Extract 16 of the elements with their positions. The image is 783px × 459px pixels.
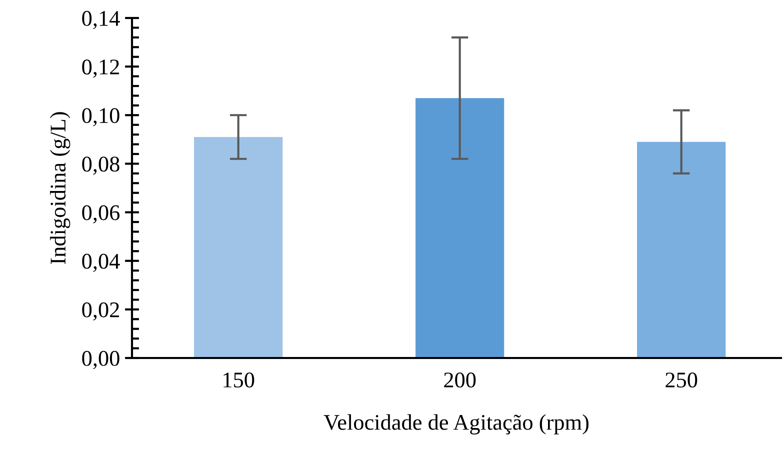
- bar: [194, 137, 283, 358]
- y-tick-label: 0,06: [82, 205, 120, 224]
- y-tick-label: 0,12: [82, 60, 119, 78]
- y-tick-label: 0,10: [82, 108, 120, 126]
- y-tick-label: 0,02: [82, 302, 119, 321]
- y-tick-label: 0,00: [82, 350, 120, 370]
- x-tick-label: 250: [666, 372, 698, 388]
- x-axis-title: Velocidade de Agitação (rpm): [324, 414, 588, 434]
- y-tick-label: 0,14: [82, 10, 120, 30]
- y-tick-label: 0,04: [82, 254, 120, 272]
- x-tick-label: 200: [444, 372, 476, 388]
- bar: [637, 142, 726, 358]
- bar: [416, 98, 504, 358]
- y-tick-label: 0,08: [82, 156, 120, 175]
- x-tick-label: 150: [224, 372, 254, 388]
- y-axis-title: Indigoidina (g/L): [50, 112, 70, 264]
